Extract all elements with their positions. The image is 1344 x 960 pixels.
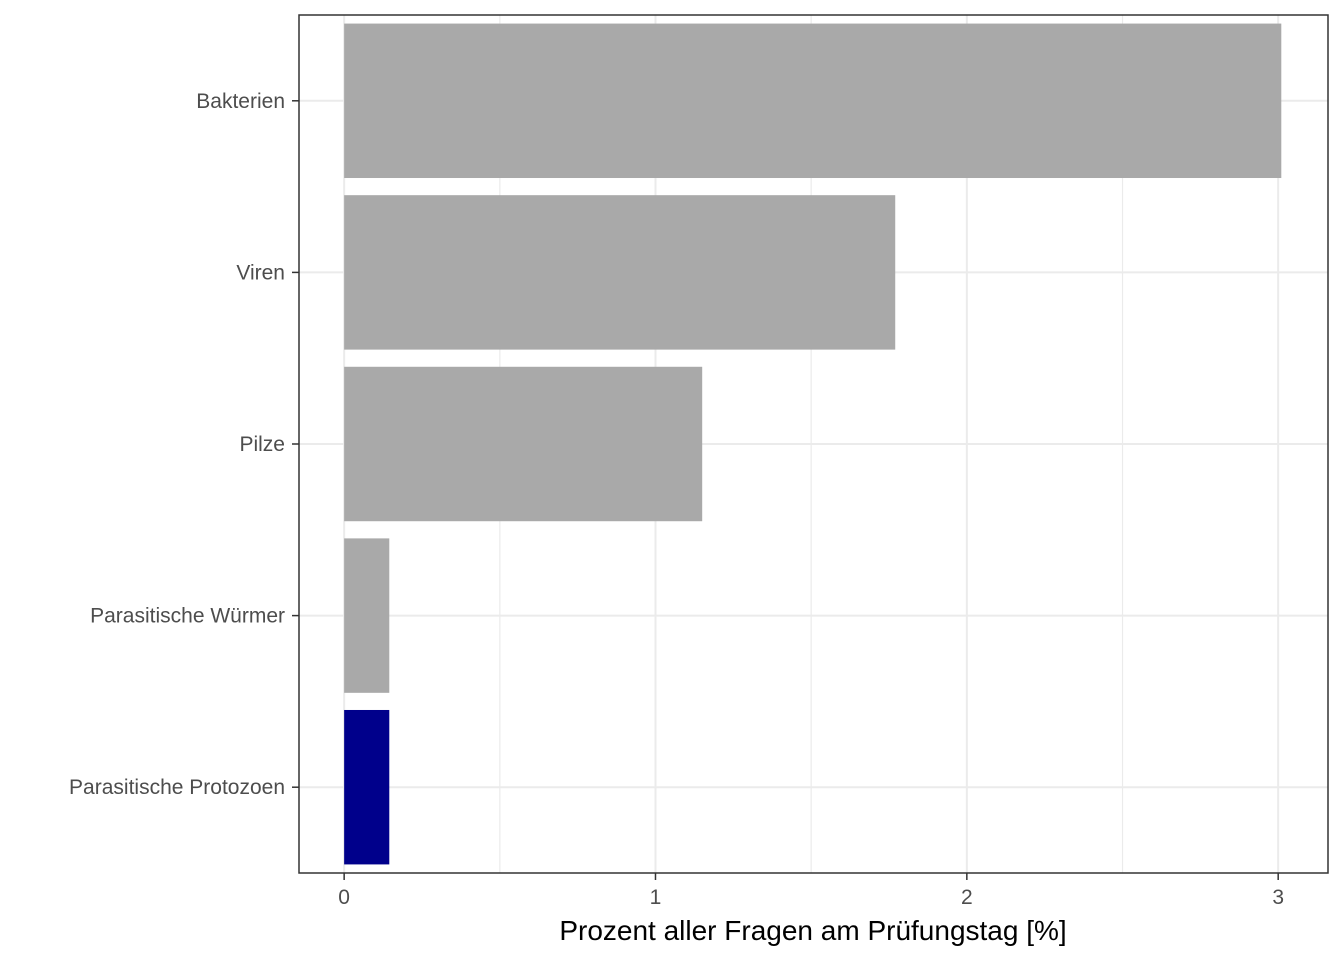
- y-tick-label: Bakterien: [196, 90, 285, 113]
- y-tick-label: Parasitische Würmer: [90, 605, 285, 628]
- bar-viren: [344, 195, 896, 350]
- bar-parasitische-protozoen: [344, 709, 390, 865]
- x-axis: 0 1 2 3: [338, 873, 1284, 909]
- x-tick-label: 1: [650, 886, 662, 909]
- x-tick-label: 3: [1272, 886, 1284, 909]
- bar-pilze: [344, 366, 703, 522]
- y-tick-label: Viren: [236, 261, 285, 284]
- y-axis: Bakterien Viren Pilze Parasitische Würmer Pa…: [69, 90, 299, 799]
- x-tick-label: 2: [961, 886, 973, 909]
- y-tick-label: Parasitische Protozoen: [69, 776, 285, 799]
- bars: [344, 23, 1282, 865]
- bar-bakterien: [344, 23, 1282, 179]
- x-axis-title: Prozent aller Fragen am Prüfungstag [%]: [559, 915, 1066, 946]
- bar-parasitische-würmer: [344, 538, 390, 693]
- x-tick-label: 0: [338, 886, 350, 909]
- y-tick-label: Pilze: [239, 433, 285, 456]
